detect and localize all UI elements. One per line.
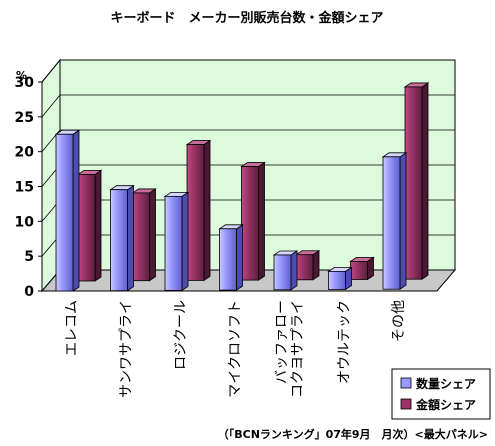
bar-side <box>181 191 189 292</box>
bar-front <box>110 189 128 292</box>
bar-quantity <box>272 250 299 291</box>
category-label: サンワサプライ <box>119 300 135 398</box>
category-label: マイクロソフト <box>228 300 244 398</box>
bar-side <box>72 129 80 292</box>
bar-side <box>94 169 102 282</box>
bar-front <box>132 192 150 282</box>
y-axis-ticks: 0 5 10 15 20 25 30 <box>15 75 42 300</box>
source-note: （「BCNランキング」07年9月 月次）<最大パネル> <box>218 427 488 441</box>
bar-amount <box>76 169 103 282</box>
y-tick-label: 5 <box>24 249 34 265</box>
bar-side <box>149 188 156 282</box>
bar-amount <box>349 256 375 281</box>
legend-label-quantity: 数量シェア <box>416 376 476 391</box>
y-tick-label: 15 <box>15 180 34 196</box>
bar-quantity <box>109 184 135 292</box>
bar-amount <box>185 139 212 282</box>
bar-front <box>382 156 401 290</box>
bar-side <box>236 224 243 291</box>
y-tick-label: 30 <box>15 75 35 91</box>
bar-front <box>186 144 205 281</box>
category-label: その他 <box>391 300 407 342</box>
category-label: オウルテック <box>337 300 353 384</box>
bar-front <box>328 270 346 290</box>
chart-title: キーボード メーカー別販売台数・金額シェア <box>110 10 383 26</box>
bar-front <box>241 166 259 281</box>
category-label: エレコム <box>64 300 80 356</box>
bar-quantity <box>54 129 81 292</box>
y-tick-label: 0 <box>24 284 34 300</box>
bar-front <box>295 254 314 281</box>
bar-amount <box>403 82 430 280</box>
bar-amount <box>294 249 321 281</box>
bar-front <box>219 228 237 291</box>
bar-quantity <box>163 191 190 292</box>
legend: 数量シェア 金額シェア <box>391 368 491 420</box>
bar-side <box>312 249 320 281</box>
bar-side <box>399 152 407 290</box>
bar-side <box>258 161 265 281</box>
bar-side <box>203 139 211 282</box>
bar-amount <box>131 188 157 282</box>
category-label: ロジクール <box>173 300 189 370</box>
bar-front <box>350 260 368 280</box>
bar-amount <box>240 161 266 281</box>
y-tick-label: 10 <box>15 214 35 230</box>
legend-swatch-quantity <box>400 377 412 389</box>
legend-label-amount: 金額シェア <box>415 397 476 412</box>
category-label: コクヨサプライ <box>290 300 306 398</box>
bar-front <box>164 195 183 291</box>
bar-quantity <box>381 152 408 290</box>
bar-quantity <box>327 266 353 291</box>
gridline <box>41 129 455 152</box>
bar-side <box>421 82 429 280</box>
bar-side <box>290 250 298 291</box>
y-unit-label: % <box>16 69 27 82</box>
category-labels: エレコム サンワサプライ ロジクール マイクロソフト バッファロー コクヨサプライ オウルテ… <box>64 300 407 398</box>
bar-front <box>55 133 74 292</box>
bar-front <box>77 174 96 282</box>
y-tick-label: 20 <box>15 145 35 161</box>
bar-quantity <box>218 224 244 291</box>
bar-front <box>273 254 292 291</box>
gridline <box>41 59 455 83</box>
gridline <box>41 94 455 118</box>
category-label: バッファロー <box>274 300 290 384</box>
bar-side <box>127 184 134 292</box>
bar-front <box>404 86 423 280</box>
y-tick-label: 25 <box>15 110 34 126</box>
legend-swatch-amount <box>400 398 412 410</box>
bars <box>54 82 430 292</box>
legend-box <box>391 368 491 420</box>
